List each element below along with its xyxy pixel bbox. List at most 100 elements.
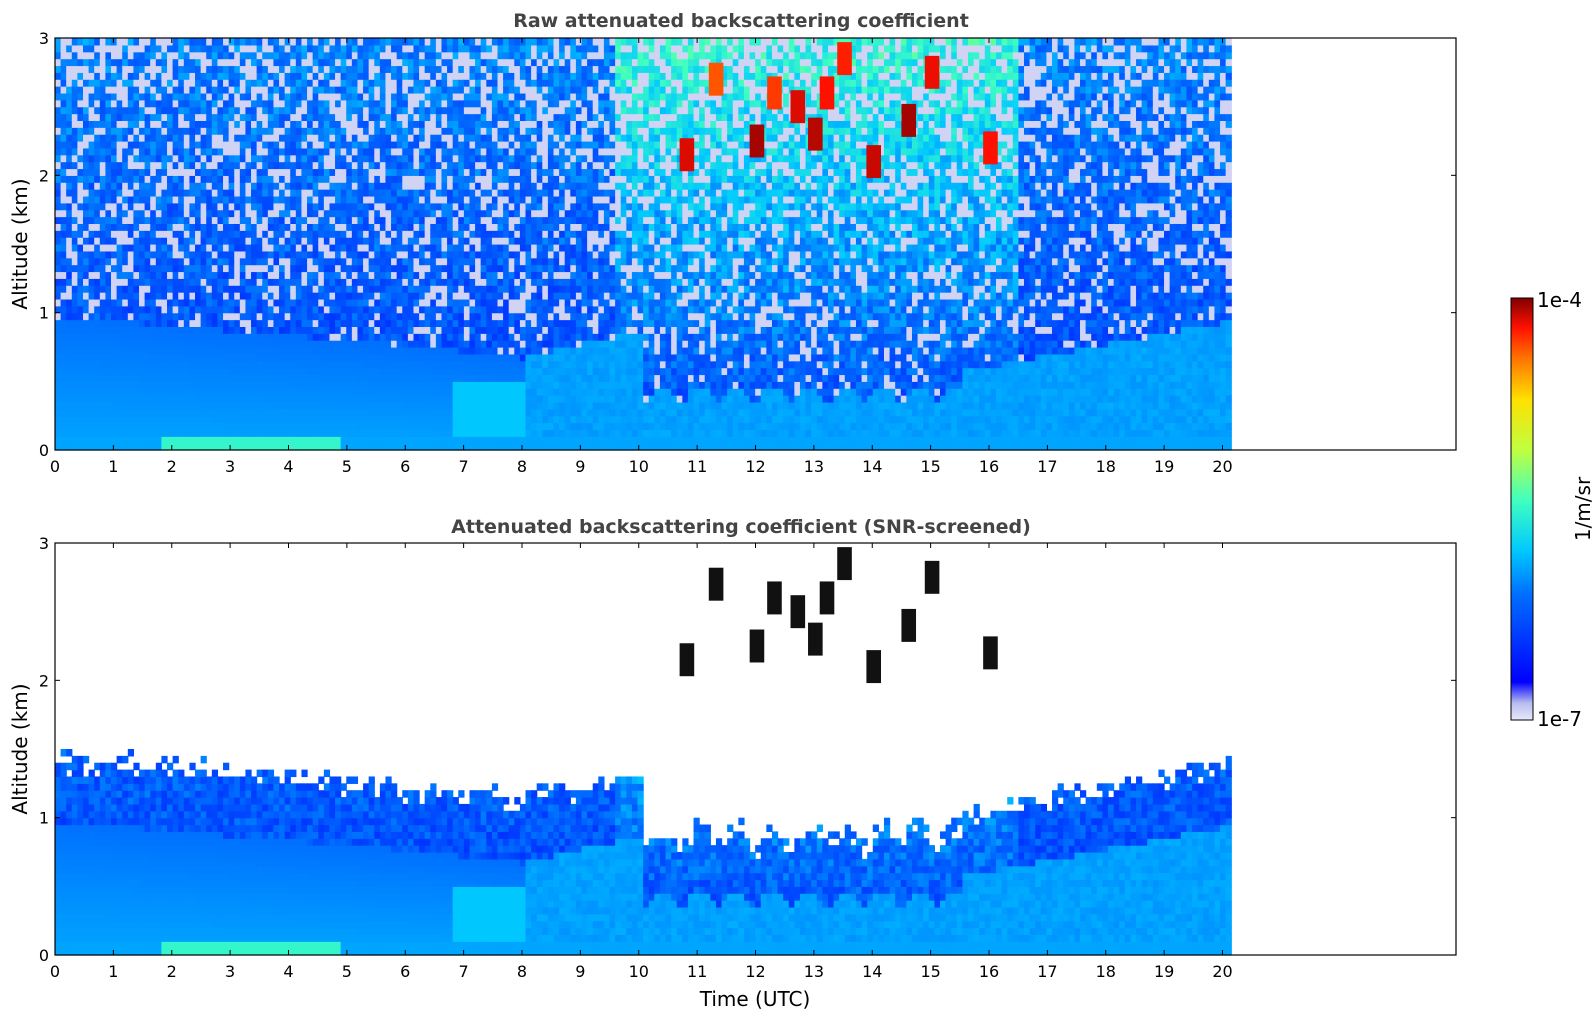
heatmap-cell [486, 155, 492, 162]
heatmap-cell [105, 59, 111, 66]
heatmap-cell [117, 127, 123, 134]
heatmap-cell [117, 65, 123, 72]
heatmap-cell [514, 168, 520, 175]
heatmap-cell [139, 251, 145, 258]
heatmap-cell [240, 217, 246, 224]
heatmap-cell [234, 114, 240, 121]
heatmap-cell [117, 237, 123, 244]
heatmap-cell [436, 107, 442, 114]
heatmap-cell [105, 278, 111, 285]
heatmap-cell [509, 292, 515, 299]
heatmap-cell [223, 72, 229, 79]
heatmap-cell [380, 361, 386, 368]
heatmap-cell [374, 285, 380, 292]
heatmap-cell [408, 244, 414, 251]
heatmap-cell [55, 120, 61, 127]
heatmap-cell [296, 313, 302, 320]
heatmap-cell [346, 45, 352, 52]
heatmap-cell [61, 52, 67, 59]
heatmap-cell [475, 251, 481, 258]
heatmap-cell [458, 409, 464, 416]
heatmap-cell [514, 127, 520, 134]
heatmap-cell [307, 189, 313, 196]
heatmap-cell [105, 271, 111, 278]
heatmap-cell [296, 120, 302, 127]
heatmap-cell [441, 326, 447, 333]
heatmap-cell [83, 409, 89, 416]
heatmap-cell [357, 203, 363, 210]
heatmap-cell [486, 265, 492, 272]
heatmap-cell [251, 374, 257, 381]
heatmap-cell [184, 313, 190, 320]
heatmap-cell [77, 306, 83, 313]
heatmap-cell [161, 148, 167, 155]
heatmap-cell [413, 258, 419, 265]
heatmap-cell [167, 265, 173, 272]
heatmap-cell [117, 285, 123, 292]
heatmap-cell [139, 155, 145, 162]
heatmap-cell [161, 210, 167, 217]
heatmap-cell [273, 368, 279, 375]
heatmap-cell [268, 340, 274, 347]
heatmap-cell [262, 333, 268, 340]
heatmap-cell [61, 313, 67, 320]
heatmap-cell [385, 423, 391, 430]
heatmap-cell [156, 271, 162, 278]
heatmap-cell [156, 52, 162, 59]
heatmap-cell [324, 230, 330, 237]
heatmap-cell [481, 429, 487, 436]
heatmap-cell [341, 155, 347, 162]
heatmap-cell [313, 203, 319, 210]
heatmap-cell [167, 175, 173, 182]
heatmap-cell [397, 148, 403, 155]
heatmap-cell [514, 374, 520, 381]
heatmap-cell [223, 237, 229, 244]
heatmap-cell [363, 52, 369, 59]
heatmap-cell [117, 251, 123, 258]
heatmap-cell [469, 59, 475, 66]
heatmap-cell [229, 107, 235, 114]
heatmap-cell [413, 347, 419, 354]
heatmap-cell [72, 306, 78, 313]
heatmap-cell [492, 155, 498, 162]
heatmap-cell [436, 230, 442, 237]
heatmap-cell [150, 388, 156, 395]
heatmap-cell [430, 429, 436, 436]
heatmap-cell [509, 258, 515, 265]
heatmap-cell [201, 326, 207, 333]
heatmap-cell [380, 45, 386, 52]
heatmap-cell [341, 313, 347, 320]
heatmap-cell [133, 265, 139, 272]
heatmap-cell [514, 381, 520, 388]
heatmap-cell [77, 175, 83, 182]
heatmap-cell [498, 361, 504, 368]
heatmap-cell [447, 244, 453, 251]
heatmap-cell [83, 395, 89, 402]
heatmap-cell [503, 155, 509, 162]
heatmap-cell [301, 148, 307, 155]
heatmap-cell [397, 436, 403, 443]
heatmap-cell [408, 210, 414, 217]
heatmap-cell [240, 162, 246, 169]
heatmap-cell [212, 340, 218, 347]
heatmap-cell [436, 120, 442, 127]
heatmap-cell [72, 244, 78, 251]
heatmap-cell [61, 127, 67, 134]
heatmap-cell [441, 409, 447, 416]
heatmap-cell [161, 347, 167, 354]
heatmap-cell [464, 45, 470, 52]
heatmap-cell [245, 141, 251, 148]
heatmap-cell [139, 79, 145, 86]
heatmap-cell [458, 114, 464, 121]
heatmap-cell [94, 72, 100, 79]
heatmap-cell [77, 265, 83, 272]
heatmap-cell [262, 38, 268, 45]
heatmap-cell [369, 374, 375, 381]
heatmap-cell [195, 182, 201, 189]
heatmap-cell [425, 251, 431, 258]
heatmap-cell [94, 93, 100, 100]
heatmap-cell [514, 52, 520, 59]
heatmap-cell [436, 340, 442, 347]
heatmap-cell [441, 52, 447, 59]
heatmap-cell [66, 203, 72, 210]
